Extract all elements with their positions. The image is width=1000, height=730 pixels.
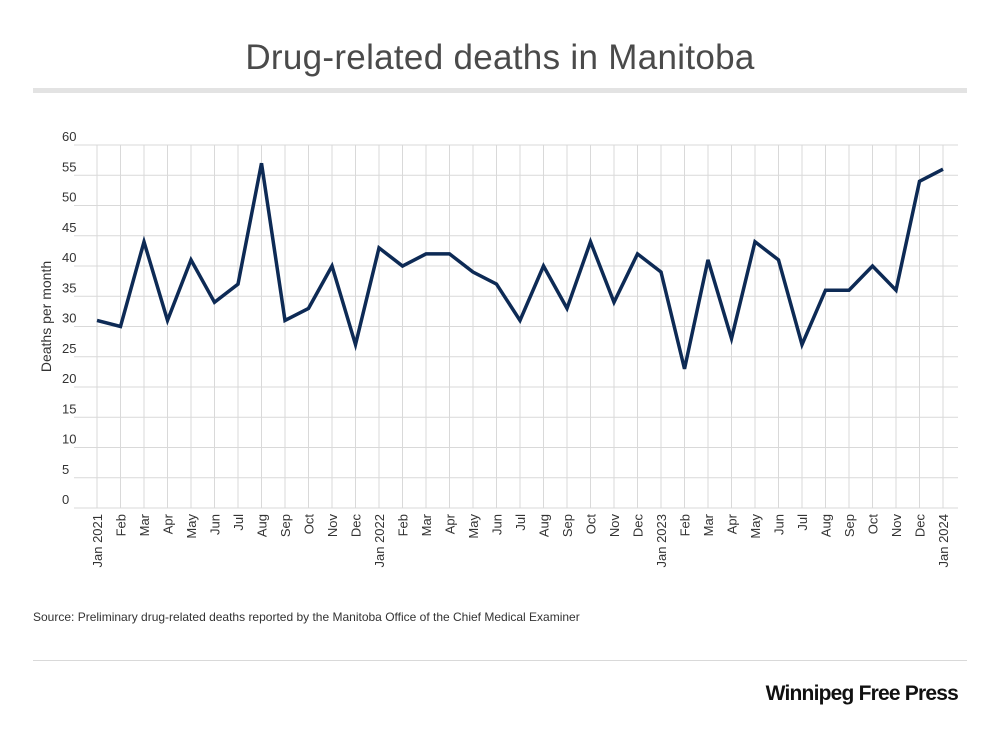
x-tick-label: Mar bbox=[419, 513, 434, 536]
data-point bbox=[636, 252, 640, 256]
data-point bbox=[471, 270, 475, 274]
data-point bbox=[683, 367, 687, 371]
data-point bbox=[753, 240, 757, 244]
data-point bbox=[659, 270, 663, 274]
data-point bbox=[894, 288, 898, 292]
data-point bbox=[189, 258, 193, 262]
y-tick-label: 30 bbox=[62, 311, 76, 326]
x-tick-label: Jan 2024 bbox=[936, 514, 951, 568]
x-tick-label: Dec bbox=[913, 514, 928, 538]
data-point bbox=[518, 318, 522, 322]
x-tick-label: Feb bbox=[678, 514, 693, 536]
x-tick-label: Jul bbox=[795, 514, 810, 531]
data-point bbox=[706, 258, 710, 262]
data-point bbox=[542, 264, 546, 268]
x-tick-label: May bbox=[466, 514, 481, 539]
x-tick-label: Feb bbox=[396, 514, 411, 536]
x-tick-label: Feb bbox=[114, 514, 129, 536]
title-divider bbox=[33, 88, 967, 93]
y-tick-label: 60 bbox=[62, 129, 76, 144]
y-axis-title: Deaths per month bbox=[38, 261, 54, 372]
data-point bbox=[730, 337, 734, 341]
y-tick-label: 5 bbox=[62, 462, 69, 477]
x-tick-label: Aug bbox=[255, 514, 270, 537]
data-point bbox=[800, 343, 804, 347]
chart-title: Drug-related deaths in Manitoba bbox=[245, 38, 755, 77]
data-point bbox=[260, 161, 264, 165]
y-tick-label: 40 bbox=[62, 250, 76, 265]
y-tick-label: 45 bbox=[62, 220, 76, 235]
x-tick-label: Oct bbox=[302, 514, 317, 535]
x-tick-label: Jun bbox=[208, 514, 223, 535]
y-tick-label: 0 bbox=[62, 492, 69, 507]
data-point bbox=[166, 318, 170, 322]
x-tick-label: Jul bbox=[513, 514, 528, 531]
data-point bbox=[236, 282, 240, 286]
x-tick-label: Jan 2023 bbox=[654, 514, 669, 568]
y-tick-label: 15 bbox=[62, 401, 76, 416]
series-line bbox=[96, 162, 944, 370]
data-point bbox=[424, 252, 428, 256]
data-point bbox=[589, 240, 593, 244]
data-point bbox=[95, 318, 99, 322]
data-point bbox=[847, 288, 851, 292]
y-tick-label: 10 bbox=[62, 432, 76, 447]
x-tick-label: Mar bbox=[137, 513, 152, 536]
data-point bbox=[401, 264, 405, 268]
data-point bbox=[119, 325, 123, 329]
footer-divider bbox=[33, 660, 967, 661]
x-tick-label: Sep bbox=[842, 514, 857, 537]
x-tick-label: Oct bbox=[584, 514, 599, 535]
data-point bbox=[824, 288, 828, 292]
x-tick-label: Nov bbox=[889, 514, 904, 538]
x-axis: Jan 2021 Feb Mar Apr May Jun Jul Aug Sep Oct Nov De… bbox=[90, 513, 951, 567]
y-tick-label: 55 bbox=[62, 159, 76, 174]
x-tick-label: Jun bbox=[772, 514, 787, 535]
x-tick-label: Aug bbox=[537, 514, 552, 537]
data-point bbox=[307, 306, 311, 310]
x-tick-label: Jan 2022 bbox=[372, 514, 387, 568]
data-point bbox=[777, 258, 781, 262]
line-chart: 0 5 10 15 20 25 30 35 40 45 50 55 60 Jan 2021 Feb Mar A… bbox=[38, 129, 958, 568]
x-tick-label: Nov bbox=[325, 514, 340, 538]
data-point bbox=[354, 343, 358, 347]
x-tick-label: May bbox=[184, 514, 199, 539]
data-point bbox=[495, 282, 499, 286]
y-tick-label: 20 bbox=[62, 371, 76, 386]
x-tick-label: Apr bbox=[725, 513, 740, 534]
data-point bbox=[213, 300, 217, 304]
x-tick-label: May bbox=[748, 514, 763, 539]
y-axis: 0 5 10 15 20 25 30 35 40 45 50 55 60 bbox=[62, 129, 76, 507]
y-tick-label: 25 bbox=[62, 341, 76, 356]
x-tick-label: Jun bbox=[490, 514, 505, 535]
data-point bbox=[448, 252, 452, 256]
x-tick-label: Sep bbox=[278, 514, 293, 537]
y-tick-label: 35 bbox=[62, 280, 76, 295]
x-tick-label: Oct bbox=[866, 514, 881, 535]
gridlines bbox=[74, 144, 958, 509]
x-tick-label: Nov bbox=[607, 514, 622, 538]
data-point bbox=[918, 179, 922, 183]
data-point bbox=[612, 300, 616, 304]
x-tick-label: Jul bbox=[231, 514, 246, 531]
data-point bbox=[941, 167, 945, 171]
x-tick-label: Mar bbox=[701, 513, 716, 536]
brand-logo: Winnipeg Free Press bbox=[765, 682, 959, 705]
x-tick-label: Aug bbox=[819, 514, 834, 537]
source-note: Source: Preliminary drug-related deaths … bbox=[33, 610, 580, 624]
y-tick-label: 50 bbox=[62, 190, 76, 205]
data-point bbox=[283, 318, 287, 322]
data-point bbox=[142, 240, 146, 244]
data-point bbox=[377, 246, 381, 250]
x-tick-label: Apr bbox=[161, 513, 176, 534]
data-point bbox=[565, 306, 569, 310]
data-point bbox=[871, 264, 875, 268]
series-layer bbox=[95, 161, 945, 371]
data-point bbox=[330, 264, 334, 268]
x-tick-label: Jan 2021 bbox=[90, 514, 105, 568]
x-tick-label: Dec bbox=[349, 514, 364, 538]
x-tick-label: Dec bbox=[631, 514, 646, 538]
x-tick-label: Sep bbox=[560, 514, 575, 537]
x-tick-label: Apr bbox=[443, 513, 458, 534]
